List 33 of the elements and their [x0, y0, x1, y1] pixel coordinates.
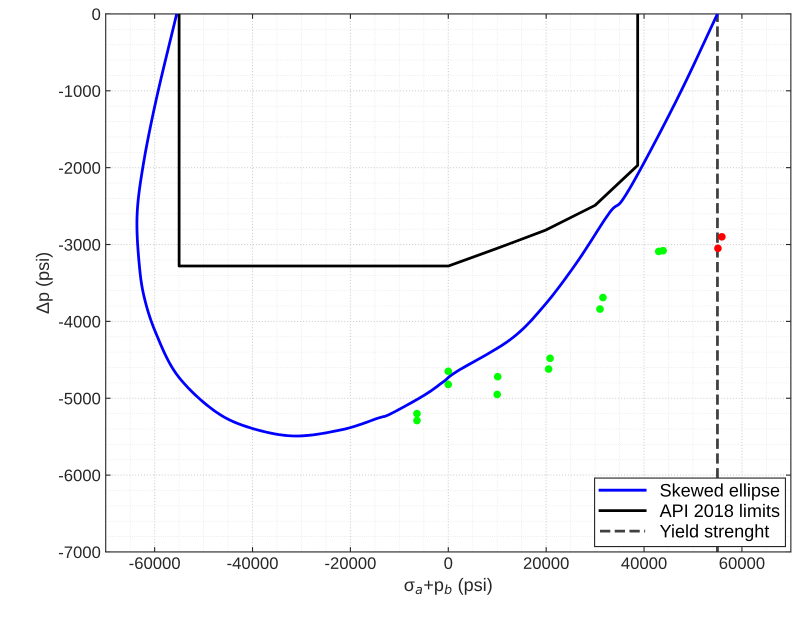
legend-label: Skewed ellipse	[660, 483, 780, 500]
x-tick-label: 40000	[621, 557, 667, 570]
point	[544, 365, 552, 373]
point	[546, 354, 554, 362]
point	[444, 380, 452, 388]
y-tick-label: -2000	[58, 162, 100, 174]
x-tick-label: -60000	[129, 557, 180, 570]
point	[718, 233, 726, 241]
point	[494, 372, 502, 381]
point	[413, 416, 421, 424]
point	[413, 410, 421, 418]
y-tick-label: 0	[92, 8, 100, 20]
x-tick-label: -20000	[325, 557, 376, 570]
point	[599, 294, 607, 302]
x-tick-label: 20000	[524, 557, 569, 570]
point	[444, 368, 452, 376]
y-tick-label: -7000	[58, 546, 100, 558]
ref-line-label: Yield strenght	[660, 524, 770, 542]
point	[714, 244, 722, 252]
legend-label: API 2018 limits	[660, 504, 780, 518]
x-tick-label: 0	[444, 557, 452, 570]
x-axis-title: σ$_{a}$+p$_{b}$ (psi)	[404, 578, 492, 595]
line-series	[178, 14, 640, 268]
y-tick-label: -4000	[58, 316, 100, 328]
y-axis-title: Δp (psi)	[36, 252, 53, 314]
point	[596, 305, 604, 313]
x-tick-label: -40000	[227, 557, 278, 570]
y-tick-label: -5000	[58, 392, 100, 404]
y-tick-label: -6000	[58, 470, 100, 482]
point	[493, 390, 502, 398]
y-tick-label: -1000	[58, 85, 100, 97]
y-tick-label: -3000	[58, 238, 100, 251]
x-tick-label: 60000	[720, 557, 764, 570]
